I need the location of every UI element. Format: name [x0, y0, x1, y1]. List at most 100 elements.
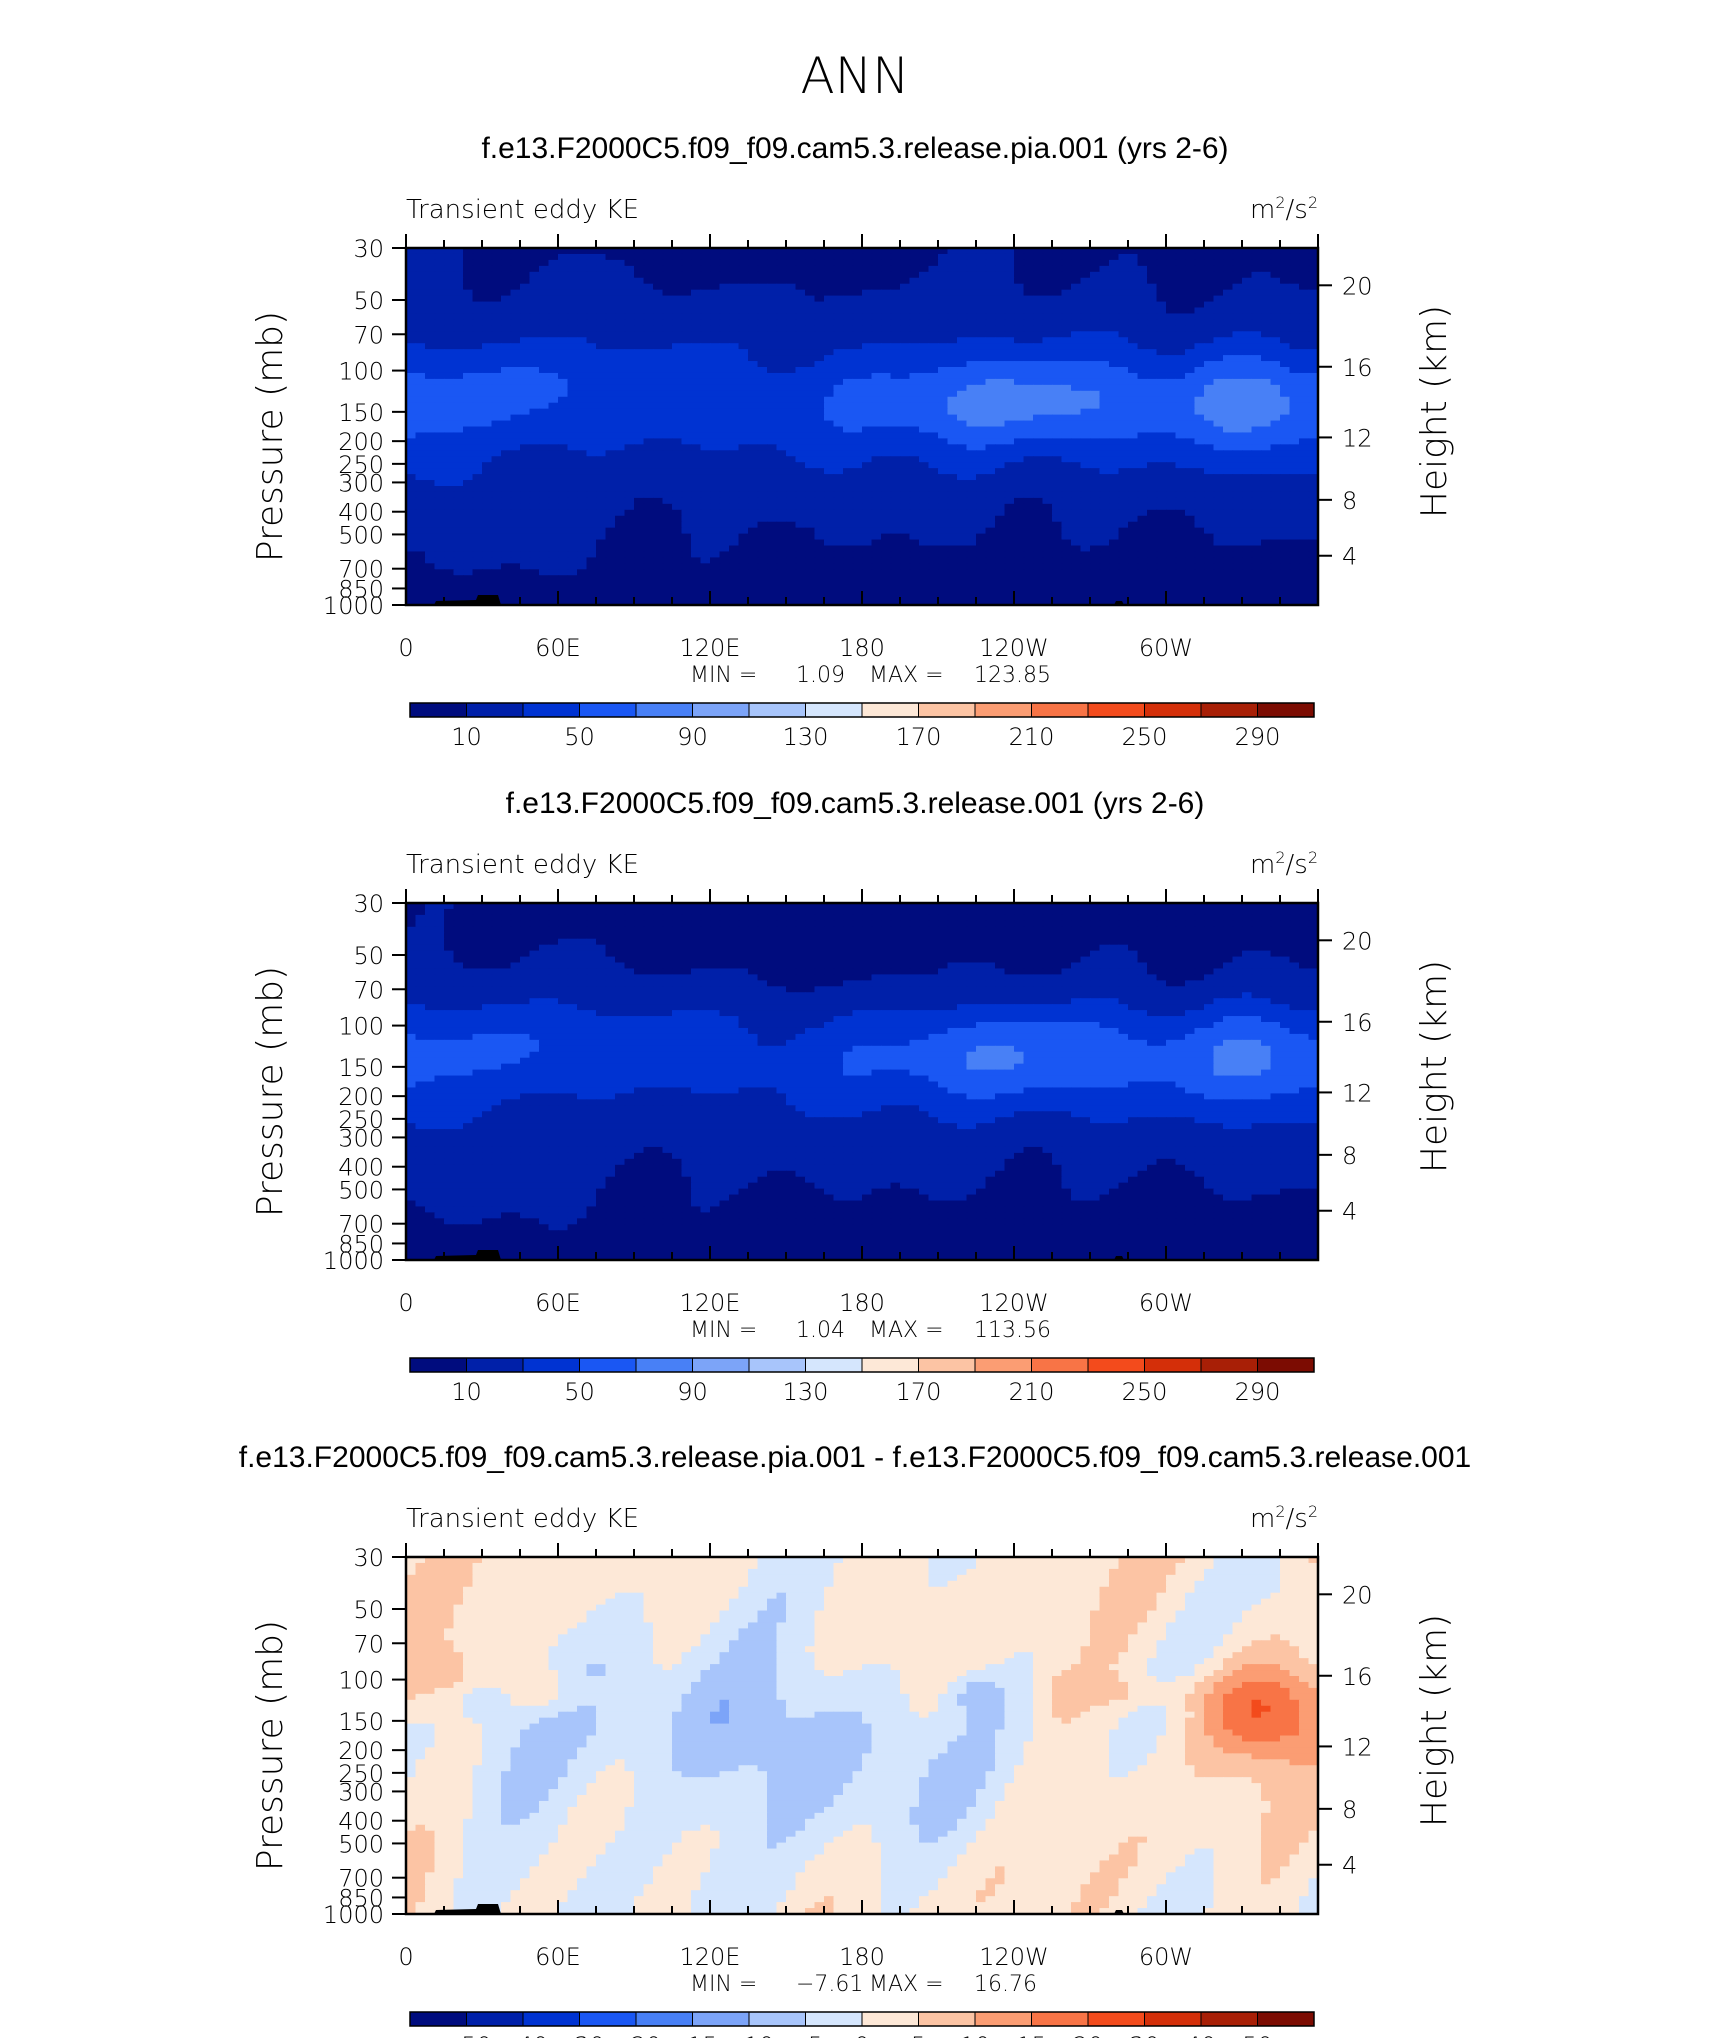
field-cell [1147, 486, 1158, 493]
field-cell [453, 325, 464, 332]
field-cell [767, 396, 778, 404]
field-cell [1118, 349, 1129, 356]
field-cell [501, 271, 512, 279]
field-cell [824, 384, 835, 392]
field-cell [539, 355, 550, 362]
field-cell [586, 289, 597, 297]
field-cell [966, 539, 977, 547]
field-cell [643, 355, 654, 362]
field-cell [1023, 271, 1034, 279]
field-cell [1052, 378, 1063, 386]
field-cell [738, 396, 749, 404]
field-cell [1166, 367, 1177, 374]
field-cell [976, 396, 987, 404]
field-cell [1280, 248, 1291, 255]
field-cell [833, 527, 844, 535]
field-cell [919, 414, 930, 422]
field-cell [1090, 420, 1101, 428]
field-cell [672, 248, 683, 255]
field-cell [852, 462, 863, 469]
field-cell [1213, 384, 1224, 392]
field-cell [596, 426, 607, 434]
field-cell [700, 331, 711, 338]
field-cell [596, 283, 607, 291]
field-cell [1137, 456, 1148, 463]
field-cell [757, 319, 768, 326]
field-cell [672, 331, 683, 338]
field-cell [577, 343, 588, 350]
field-cell [577, 527, 588, 535]
field-cell [1194, 408, 1205, 416]
field-cell [1232, 509, 1243, 517]
field-cell [501, 456, 512, 463]
field-cell [890, 474, 901, 481]
field-cell [1270, 497, 1281, 505]
field-cell [1185, 462, 1196, 469]
field-cell [1308, 337, 1318, 344]
field-cell [995, 438, 1006, 445]
field-cell [776, 426, 787, 434]
field-cell [520, 432, 531, 439]
field-cell [1280, 343, 1291, 350]
field-cell [795, 337, 806, 344]
field-cell [862, 390, 873, 398]
field-cell [681, 301, 692, 309]
field-cell [567, 378, 578, 386]
field-cell [890, 248, 901, 255]
field-cell [786, 497, 797, 505]
field-cell [767, 432, 778, 439]
field-cell [957, 283, 968, 291]
field-cell [805, 313, 816, 320]
field-cell [1270, 367, 1281, 374]
field-cell [1147, 367, 1158, 374]
field-cell [1071, 480, 1082, 487]
field-cell [1242, 307, 1253, 315]
field-cell [795, 539, 806, 547]
field-cell [643, 319, 654, 326]
field-cell [729, 509, 740, 517]
field-cell [767, 414, 778, 422]
field-cell [1004, 361, 1015, 368]
field-cell [1270, 491, 1281, 499]
field-cell [1299, 337, 1310, 344]
field-cell [748, 295, 759, 303]
field-cell [795, 509, 806, 517]
field-cell [1289, 331, 1300, 338]
field-cell [529, 414, 540, 422]
field-cell [453, 450, 464, 457]
field-cell [957, 414, 968, 422]
field-cell [1061, 384, 1072, 392]
field-cell [1090, 533, 1101, 541]
field-cell [805, 545, 816, 553]
field-cell [776, 480, 787, 487]
field-cell [491, 468, 502, 475]
field-cell [510, 527, 521, 535]
field-cell [786, 545, 797, 553]
field-cell [748, 486, 759, 493]
field-cell [862, 426, 873, 434]
field-cell [453, 253, 464, 261]
field-cell [1270, 355, 1281, 362]
field-cell [596, 539, 607, 547]
field-cell [510, 503, 521, 511]
field-cell [415, 289, 426, 297]
field-cell [966, 474, 977, 481]
field-cell [482, 462, 493, 469]
field-cell [529, 426, 540, 434]
field-cell [1118, 551, 1129, 558]
field-cell [634, 259, 645, 267]
field-cell [1308, 295, 1318, 303]
field-cell [928, 527, 939, 535]
field-cell [700, 259, 711, 267]
field-cell [919, 533, 930, 541]
field-cell [510, 450, 521, 457]
field-cell [814, 283, 825, 291]
field-cell [586, 527, 597, 535]
field-cell [776, 265, 787, 273]
field-cell [1261, 277, 1272, 285]
field-cell [852, 432, 863, 439]
field-cell [1090, 277, 1101, 285]
field-cell [596, 438, 607, 445]
field-cell [1185, 396, 1196, 404]
field-cell [472, 337, 483, 344]
